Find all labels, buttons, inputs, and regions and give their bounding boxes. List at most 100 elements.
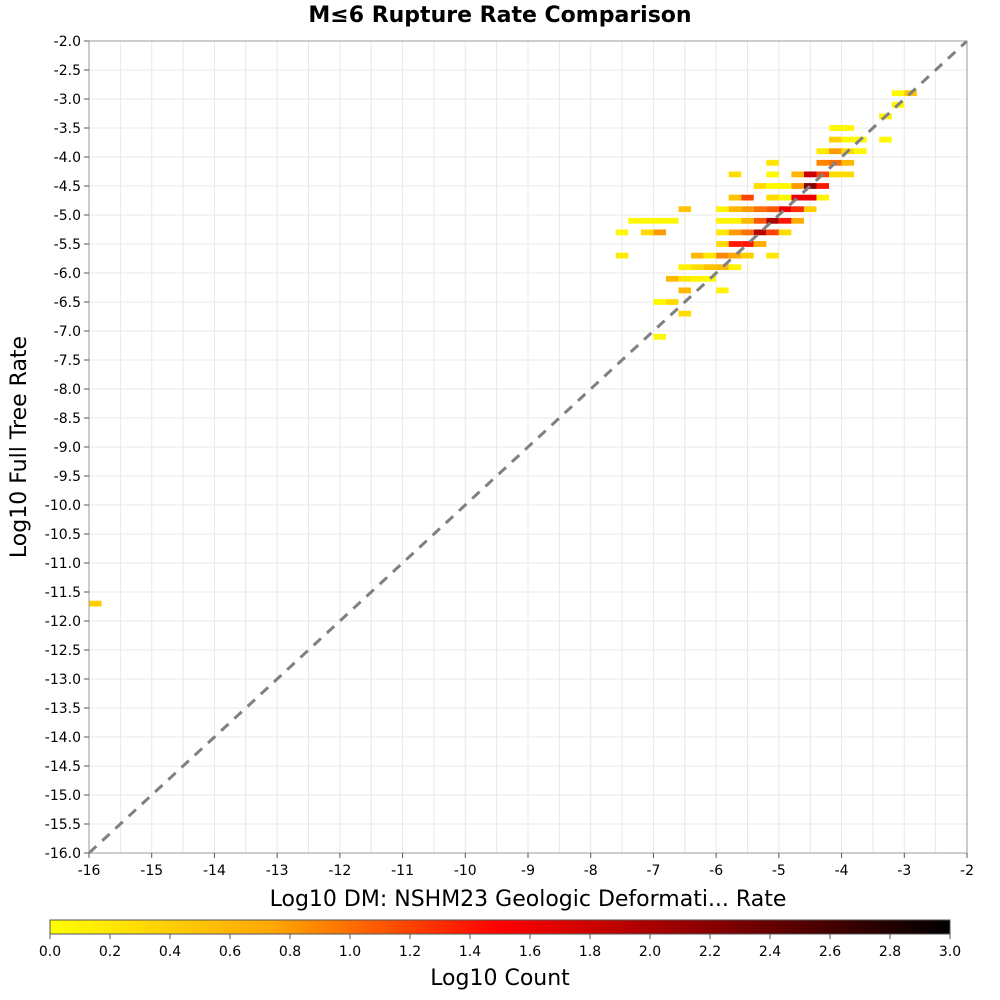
y-tick-label: -5.0 [54,208,81,224]
colorbar-tick-label: 2.4 [759,944,781,960]
colorbar [49,919,951,935]
heatmap-cell [691,252,704,259]
y-tick-label: -6.5 [54,295,81,311]
colorbar-tick-label: 0.4 [159,944,181,960]
y-axis-label: Log10 Full Tree Rate [7,336,32,558]
y-axis-ticks: -2.0 -2.5 -3.0 -3.5 -4.0 -4.5 -5.0 -5.5 -6.0 -6.5… [45,34,89,862]
colorbar-ticks: 0.0 0.2 0.4 0.6 0.8 1.0 1.2 1.4 1.6 1.8 2.0 2.2 2.4 2… [39,934,961,960]
colorbar-tick-label: 1.8 [579,944,601,960]
heatmap-cell [716,241,729,247]
heatmap-cell [778,217,792,224]
chart-title: M≤6 Rupture Rate Comparison [308,3,691,28]
y-tick-label: -14.5 [45,759,81,775]
y-tick-label: -11.5 [45,585,81,601]
heatmap-cell [728,241,742,247]
x-tick-label: -11 [391,863,414,879]
heatmap-cell [753,183,767,189]
heatmap-cell [829,125,842,131]
y-tick-label: -3.5 [54,121,81,137]
heatmap-cell [678,310,692,317]
y-tick-label: -10.5 [45,527,81,543]
y-tick-label: -8.0 [54,382,81,398]
x-tick-label: -15 [140,863,163,879]
y-tick-label: -7.0 [54,324,81,340]
heatmap-cell [716,252,729,259]
heatmap-cell [691,264,704,271]
heatmap-cell [628,217,641,224]
heatmap-cell [753,241,767,247]
y-tick-label: -5.5 [54,237,81,253]
y-tick-label: -9.0 [54,440,81,456]
y-tick-label: -15.0 [45,788,81,804]
heatmap-cell [778,194,792,201]
heatmap-cell [703,264,717,271]
y-tick-label: -12.5 [45,643,81,659]
heatmap-cell [766,194,779,201]
heatmap-cell [716,287,729,294]
x-tick-label: -14 [203,863,226,879]
colorbar-tick-label: 0.0 [39,944,61,960]
colorbar-tick-label: 1.0 [339,944,361,960]
heatmap-cell [728,217,742,224]
heatmap-cell [741,206,754,213]
colorbar-tick-label: 0.6 [219,944,241,960]
y-tick-label: -8.5 [54,411,81,427]
heatmap-cell [728,194,742,201]
heatmap-cell [691,275,704,282]
heatmap-cell [615,229,629,236]
x-tick-label: -13 [266,863,289,879]
heatmap-cell [728,171,742,178]
y-tick-label: -2.5 [54,63,81,79]
y-tick-label: -9.5 [54,469,81,485]
heatmap-cell [829,171,842,178]
y-tick-label: -7.5 [54,353,81,369]
x-tick-label: -3 [897,863,911,879]
heatmap-cell [703,252,717,259]
heatmap-cell [653,217,666,224]
colorbar-tick-label: 2.8 [879,944,901,960]
heatmap-cell [766,229,779,236]
colorbar-tick-label: 2.0 [639,944,661,960]
y-tick-label: -16.0 [45,846,81,862]
heatmap-cells [89,90,917,607]
y-tick-label: -10.0 [45,498,81,514]
x-axis-label: Log10 DM: NSHM23 Geologic Deformati... R… [270,887,787,912]
heatmap-cell [778,229,792,236]
colorbar-tick-label: 1.2 [399,944,421,960]
heatmap-cell [665,275,679,282]
x-tick-label: -5 [772,863,786,879]
heatmap-cell [766,252,779,259]
heatmap-cell [716,264,729,271]
x-tick-label: -10 [454,863,477,879]
heatmap-cell [791,183,804,189]
x-tick-label: -16 [78,863,101,879]
heatmap-cell [665,299,679,305]
y-tick-label: -12.0 [45,614,81,630]
colorbar-tick-label: 2.2 [699,944,721,960]
colorbar-tick-label: 1.6 [519,944,541,960]
heatmap-cell [640,229,654,236]
heatmap-cell [665,217,679,224]
heatmap-cell [741,252,754,259]
heatmap-cell [678,275,692,282]
grid [88,40,968,854]
heatmap-cell [728,252,742,259]
y-tick-label: -4.0 [54,150,81,166]
heatmap-cell [778,206,792,213]
y-tick-label: -14.0 [45,730,81,746]
x-tick-label: -4 [835,863,849,879]
heatmap-cell [879,136,892,143]
y-tick-label: -3.0 [54,92,81,108]
heatmap-cell [829,136,842,143]
heatmap-cell [728,229,742,236]
heatmap-cell [766,206,779,213]
heatmap-cell [716,206,729,213]
heatmap-cell [891,90,905,97]
heatmap-cell [766,183,779,189]
heatmap-cell [653,333,666,340]
heatmap-cell [766,171,779,178]
heatmap-cell [816,159,830,166]
colorbar-tick-label: 1.4 [459,944,481,960]
heatmap-cell [803,206,817,213]
heatmap-cell [728,206,742,213]
